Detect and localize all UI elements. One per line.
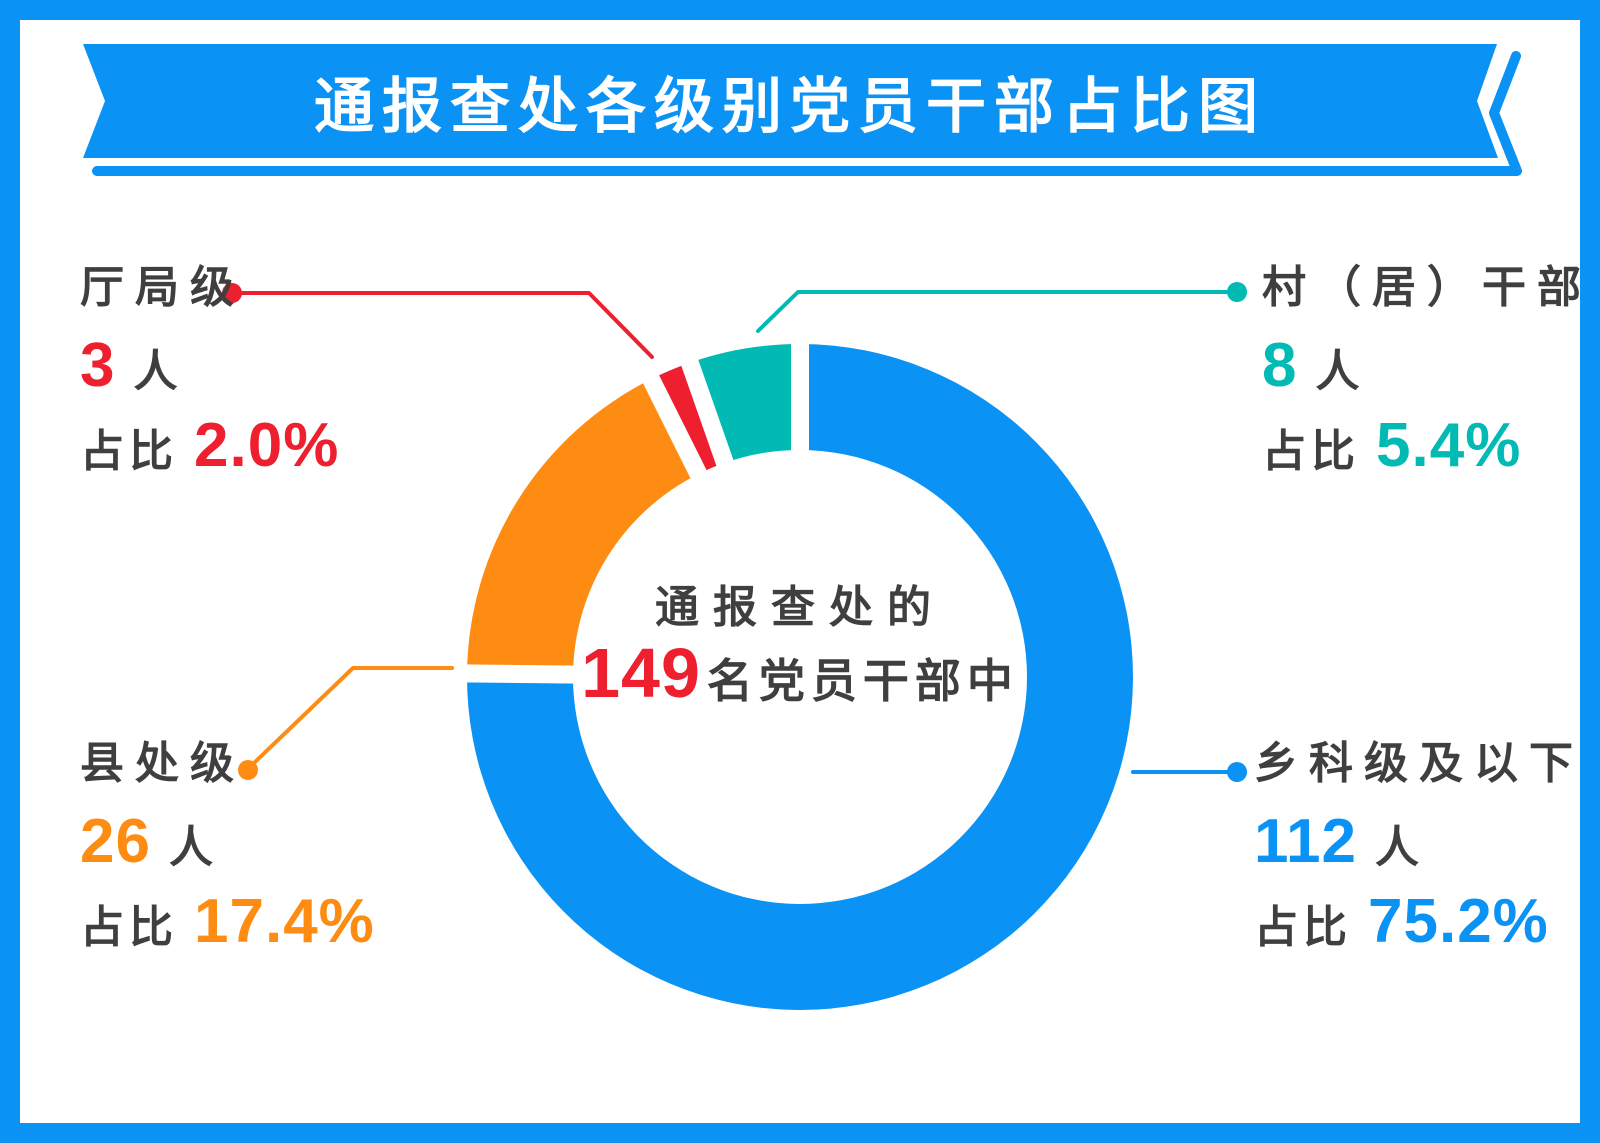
count-unit: 人 — [168, 823, 213, 872]
slice-label: 县处级 — [80, 739, 245, 788]
total-count: 149 — [581, 634, 701, 712]
callout-tingjuji: 厅局级 3 人 占比 2.0% — [80, 264, 339, 482]
count-unit: 人 — [1315, 347, 1360, 396]
slice-separator — [634, 358, 726, 516]
slice-separator — [674, 341, 748, 506]
donut-slice-0 — [467, 343, 1134, 1010]
count-unit: 人 — [133, 347, 178, 396]
donut-slice-1 — [467, 379, 699, 675]
count-unit: 人 — [1375, 823, 1420, 872]
callout-leaders — [222, 282, 1247, 782]
callout-cunju: 村（居）干部 8 人 占比 5.4% — [1262, 264, 1592, 482]
donut-slice-2 — [651, 362, 725, 474]
slice-percent: 17.4% — [194, 887, 375, 956]
center-text-line1: 通报查处的 — [655, 583, 945, 632]
leader-dot-cunju — [1227, 282, 1247, 302]
slice-label: 厅局级 — [80, 263, 245, 312]
donut-center-label: 通报查处的 149 名党员干部中 — [560, 581, 1040, 719]
banner-underline — [92, 51, 1522, 176]
leader-dot-xianchuji — [238, 760, 258, 780]
center-text-line2: 149 名党员干部中 — [560, 635, 1040, 719]
slice-percent: 5.4% — [1376, 411, 1522, 480]
leader-line-xianchuji — [253, 666, 454, 764]
slice-count: 3 — [80, 331, 116, 400]
slice-percent: 75.2% — [1368, 887, 1549, 956]
percent-prefix: 占比 — [1262, 427, 1360, 476]
leader-line-cunju — [756, 290, 1229, 333]
donut-chart — [447, 325, 1134, 1010]
slice-count: 26 — [80, 807, 151, 876]
center-text-suffix: 名党员干部中 — [706, 655, 1019, 707]
leader-line-tingjuji — [240, 291, 654, 359]
page-title: 通报查处各级别党员干部占比图 — [314, 72, 1266, 140]
callout-xiangkeji: 乡科级及以下 112 人 占比 75.2% — [1254, 740, 1584, 958]
slice-count: 8 — [1262, 331, 1298, 400]
leader-dot-xiangkeji — [1227, 762, 1247, 782]
leader-dot-tingjuji — [222, 283, 242, 303]
slice-label: 村（居）干部 — [1262, 263, 1592, 312]
title-banner-ribbon — [83, 44, 1498, 158]
callout-xianchuji: 县处级 26 人 占比 17.4% — [80, 740, 375, 958]
percent-prefix: 占比 — [80, 427, 178, 476]
slice-percent: 2.0% — [194, 411, 340, 480]
slice-label: 乡科级及以下 — [1254, 739, 1584, 788]
slice-separator — [447, 664, 616, 685]
percent-prefix: 占比 — [1254, 903, 1352, 952]
percent-prefix: 占比 — [80, 903, 178, 952]
slice-count: 112 — [1254, 807, 1358, 876]
